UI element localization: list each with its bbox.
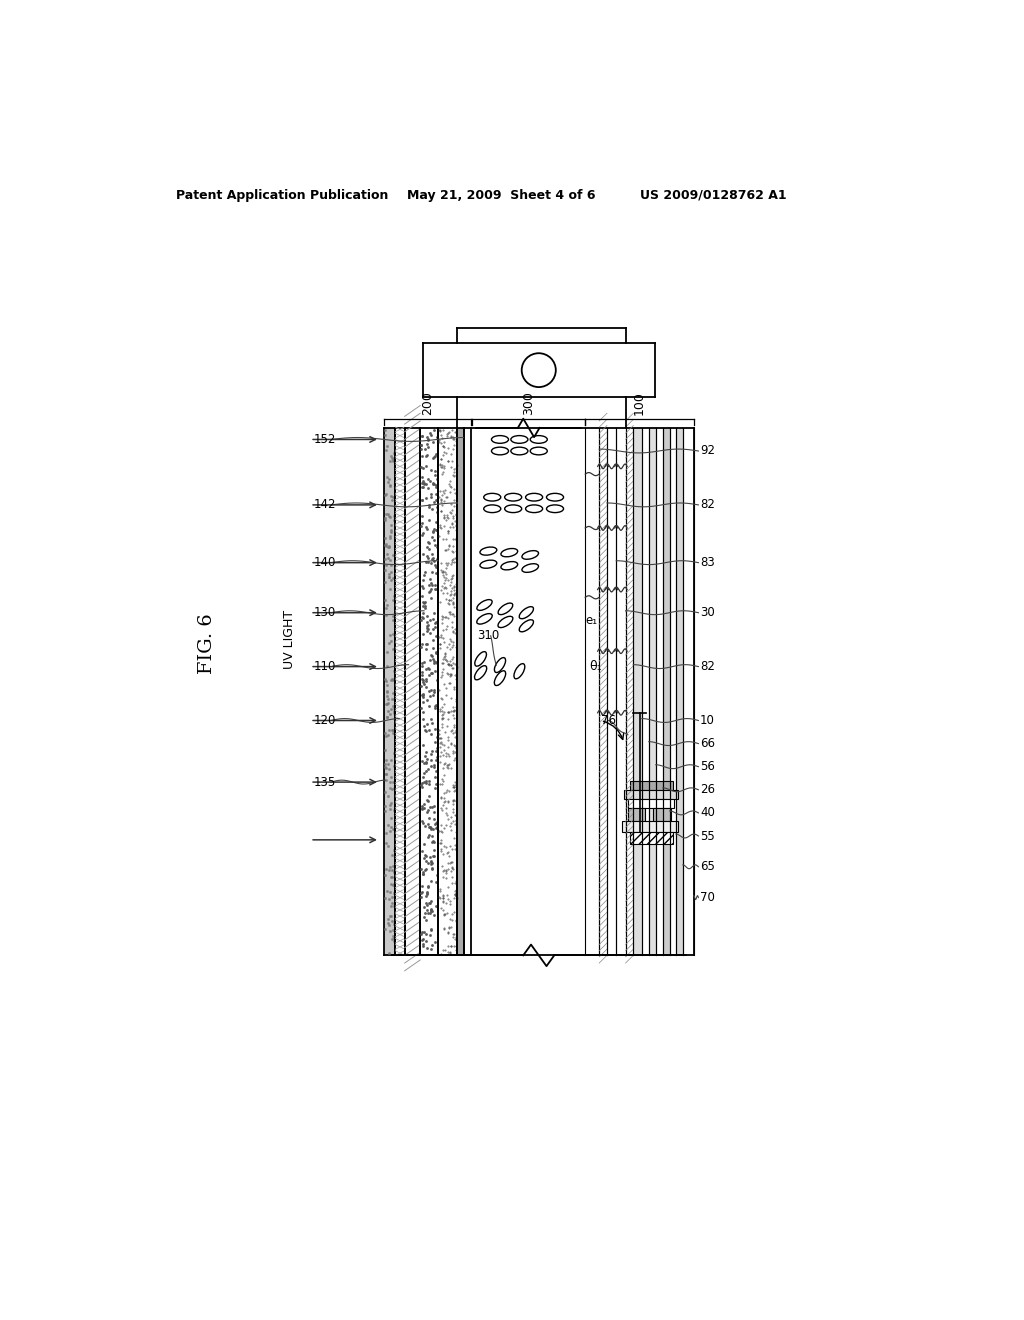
Bar bbox=[616, 428, 626, 956]
Text: 200: 200 bbox=[421, 391, 433, 414]
Ellipse shape bbox=[505, 494, 521, 502]
Text: Patent Application Publication: Patent Application Publication bbox=[176, 189, 388, 202]
Text: 40: 40 bbox=[700, 807, 715, 820]
Text: 76: 76 bbox=[601, 714, 615, 727]
Bar bbox=[628, 808, 645, 821]
Text: 56: 56 bbox=[700, 760, 715, 774]
Ellipse shape bbox=[519, 607, 534, 619]
Text: 120: 120 bbox=[314, 714, 336, 727]
Ellipse shape bbox=[480, 546, 497, 556]
Bar bbox=[663, 428, 670, 956]
Text: US 2009/0128762 A1: US 2009/0128762 A1 bbox=[640, 189, 786, 202]
Text: UV LIGHT: UV LIGHT bbox=[284, 610, 297, 669]
Text: 300: 300 bbox=[522, 391, 536, 414]
Ellipse shape bbox=[495, 657, 506, 672]
Text: 70: 70 bbox=[700, 891, 715, 904]
Bar bbox=[628, 799, 675, 808]
Bar bbox=[676, 428, 683, 956]
Text: 110: 110 bbox=[314, 660, 336, 673]
Ellipse shape bbox=[498, 603, 513, 615]
Bar bbox=[586, 428, 599, 956]
Text: 140: 140 bbox=[314, 556, 336, 569]
Text: 135: 135 bbox=[314, 776, 336, 788]
Text: 30: 30 bbox=[700, 606, 715, 619]
Text: 26: 26 bbox=[700, 783, 715, 796]
Text: FIG. 6: FIG. 6 bbox=[198, 612, 216, 675]
Ellipse shape bbox=[505, 504, 521, 512]
Text: 142: 142 bbox=[314, 499, 337, 511]
Bar bbox=[623, 821, 678, 832]
Ellipse shape bbox=[530, 436, 547, 444]
Ellipse shape bbox=[475, 652, 486, 667]
Bar bbox=[633, 428, 642, 956]
Ellipse shape bbox=[501, 549, 518, 557]
Ellipse shape bbox=[501, 561, 518, 570]
Bar bbox=[683, 428, 693, 956]
Text: e₁: e₁ bbox=[586, 614, 597, 627]
Text: 92: 92 bbox=[700, 445, 715, 458]
Ellipse shape bbox=[511, 436, 528, 444]
Ellipse shape bbox=[547, 494, 563, 502]
Ellipse shape bbox=[498, 616, 513, 627]
Ellipse shape bbox=[477, 614, 493, 624]
Text: 152: 152 bbox=[314, 433, 336, 446]
Text: 65: 65 bbox=[700, 861, 715, 874]
Text: 82: 82 bbox=[700, 499, 715, 511]
Bar bbox=[653, 808, 671, 821]
Bar bbox=[655, 428, 663, 956]
Bar bbox=[630, 780, 673, 789]
Ellipse shape bbox=[547, 504, 563, 512]
Ellipse shape bbox=[483, 504, 501, 512]
Circle shape bbox=[521, 354, 556, 387]
Bar bbox=[607, 428, 616, 956]
Text: 83: 83 bbox=[700, 556, 715, 569]
Ellipse shape bbox=[492, 436, 509, 444]
Ellipse shape bbox=[480, 560, 497, 568]
Ellipse shape bbox=[474, 665, 486, 680]
Ellipse shape bbox=[522, 564, 539, 573]
Ellipse shape bbox=[477, 599, 493, 610]
Bar bbox=[670, 428, 676, 956]
Text: 10: 10 bbox=[700, 714, 715, 727]
Ellipse shape bbox=[492, 447, 509, 455]
Ellipse shape bbox=[514, 664, 525, 678]
Bar bbox=[458, 428, 464, 956]
Text: θ₁: θ₁ bbox=[589, 660, 602, 673]
Ellipse shape bbox=[530, 447, 547, 455]
Bar bbox=[599, 428, 607, 956]
Text: 130: 130 bbox=[314, 606, 336, 619]
Ellipse shape bbox=[483, 494, 501, 502]
Bar bbox=[384, 428, 395, 956]
Bar bbox=[624, 789, 678, 799]
Ellipse shape bbox=[519, 620, 534, 632]
Text: 82: 82 bbox=[700, 660, 715, 673]
Bar bbox=[642, 428, 649, 956]
Ellipse shape bbox=[495, 671, 506, 685]
Text: 100: 100 bbox=[633, 391, 646, 414]
Text: 66: 66 bbox=[700, 737, 715, 750]
Bar bbox=[630, 832, 673, 843]
Ellipse shape bbox=[525, 504, 543, 512]
Text: 310: 310 bbox=[477, 630, 499, 643]
Bar bbox=[626, 428, 633, 956]
Text: 55: 55 bbox=[700, 829, 715, 842]
Ellipse shape bbox=[525, 494, 543, 502]
Ellipse shape bbox=[522, 550, 539, 560]
Bar bbox=[649, 428, 655, 956]
Text: May 21, 2009  Sheet 4 of 6: May 21, 2009 Sheet 4 of 6 bbox=[407, 189, 596, 202]
Ellipse shape bbox=[511, 447, 528, 455]
